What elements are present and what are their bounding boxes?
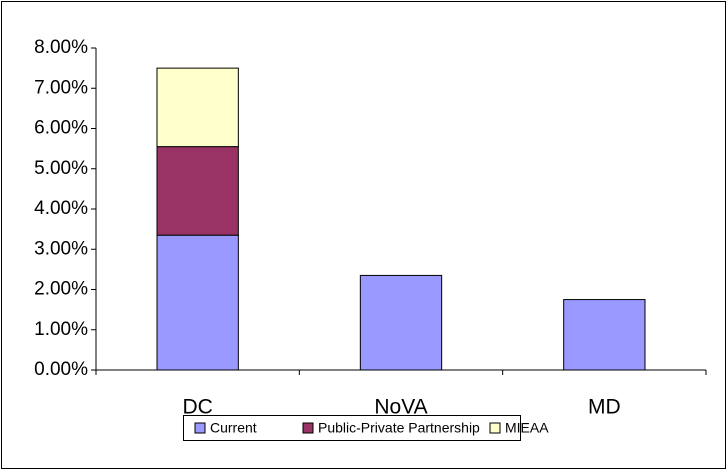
bar <box>156 146 239 236</box>
y-tick-label: 6.00% <box>34 118 88 139</box>
x-tick-label: MD <box>588 396 621 419</box>
x-tick-label: NoVA <box>374 396 427 419</box>
legend-label: Current <box>210 420 257 436</box>
legend-label: MIEAA <box>505 420 549 436</box>
y-tick-label: 1.00% <box>34 319 88 340</box>
y-tick-label: 5.00% <box>34 158 88 179</box>
y-tick-label: 8.00% <box>34 37 88 58</box>
y-tick-label: 2.00% <box>34 279 88 300</box>
y-tick-label: 0.00% <box>34 359 88 380</box>
y-tick-label: 7.00% <box>34 77 88 98</box>
y-tick-label: 4.00% <box>34 198 88 219</box>
legend-swatch <box>194 422 206 434</box>
legend-swatch <box>489 422 501 434</box>
bar <box>156 67 239 148</box>
bar <box>563 299 646 371</box>
x-tick-label: DC <box>182 396 212 419</box>
bar <box>156 234 239 371</box>
legend-swatch <box>302 422 314 434</box>
bar <box>359 274 443 371</box>
y-tick-label: 3.00% <box>34 238 88 259</box>
legend-box <box>183 415 521 441</box>
legend-label: Public-Private Partnership <box>318 420 480 436</box>
